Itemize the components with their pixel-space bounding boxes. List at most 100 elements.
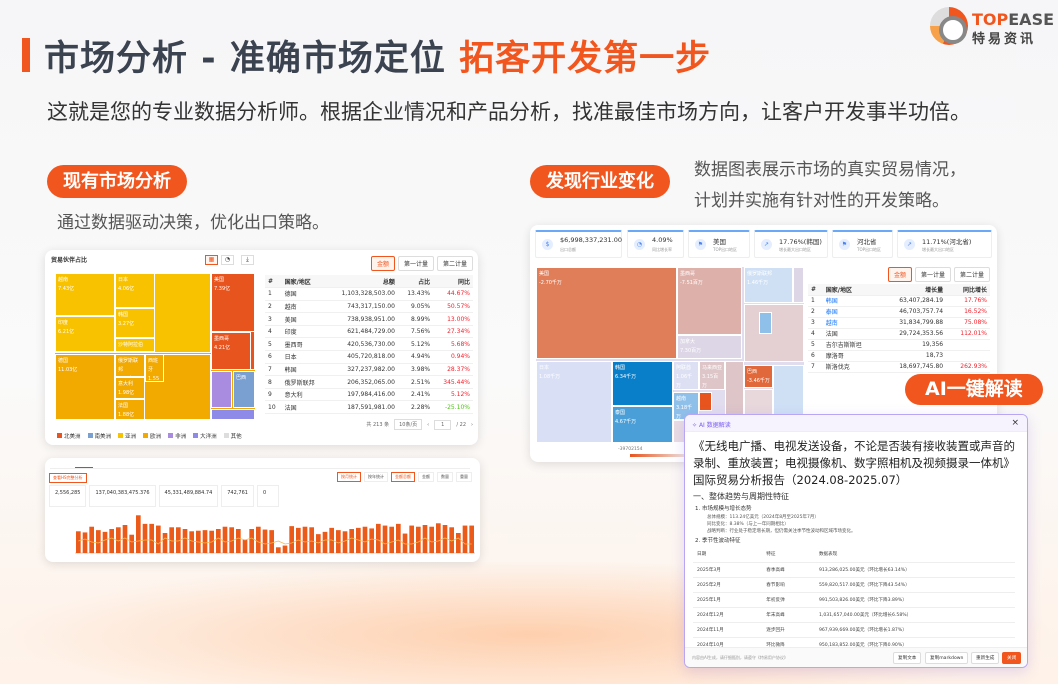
bar[interactable] <box>289 526 294 553</box>
bar[interactable] <box>102 531 108 553</box>
pie-view-icon[interactable]: ◔ <box>221 255 234 265</box>
table-row[interactable]: 7 韩国 327,237,982.00 3.98% 28.37% <box>265 363 473 377</box>
bar[interactable] <box>129 534 134 553</box>
page-input[interactable]: 1 <box>434 419 452 430</box>
treemap-cell[interactable]: 法国 1.88亿 <box>115 399 145 420</box>
bar[interactable] <box>442 525 448 553</box>
bar[interactable] <box>109 529 114 553</box>
trend-option-0[interactable]: 按月统计 <box>337 472 361 482</box>
regenerate-button[interactable]: 重新生成 <box>971 652 1000 664</box>
page-size-select[interactable]: 10条/页 <box>394 419 423 431</box>
bar[interactable] <box>382 525 388 553</box>
trend-option-4[interactable]: 数量 <box>437 472 453 482</box>
hs-analysis-button[interactable]: 查看HS完整分析 <box>49 473 87 483</box>
bar[interactable] <box>282 545 288 553</box>
tab-bar[interactable] <box>50 463 470 469</box>
toggle-0[interactable]: 金额 <box>370 256 395 271</box>
table-row[interactable]: 4 印度 621,484,729.00 7.56% 27.34% <box>265 325 473 339</box>
treemap-cell[interactable]: 巴西 -3.46千万 <box>744 365 773 388</box>
bar[interactable] <box>422 525 428 553</box>
bar[interactable] <box>362 526 368 553</box>
bar[interactable] <box>456 533 461 553</box>
bar[interactable] <box>182 529 188 553</box>
toggle-1[interactable]: 第一计量 <box>914 267 951 282</box>
treemap-cell[interactable]: 韩国 3.27亿 <box>115 308 155 338</box>
treemap-cell[interactable]: 加拿大 7.30百万 <box>677 335 742 359</box>
download-icon[interactable]: ⤓ <box>241 255 254 265</box>
toggle-2[interactable]: 第二计量 <box>436 256 473 271</box>
bar[interactable] <box>349 529 354 553</box>
table-row[interactable]: 1 德国 1,103,328,503.00 13.43% 44.67% <box>265 287 473 301</box>
prev-page-icon[interactable]: ‹ <box>427 421 430 428</box>
bar[interactable] <box>156 525 161 553</box>
bar[interactable] <box>122 525 128 553</box>
treemap-cell[interactable]: 意大利 1.98亿 <box>115 377 145 399</box>
bar[interactable] <box>82 532 88 553</box>
treemap-cell[interactable]: 西班牙 1.55亿 <box>145 354 164 382</box>
treemap-cell[interactable]: 越南 7.43亿 <box>55 273 115 316</box>
bar[interactable] <box>89 526 94 553</box>
bar[interactable] <box>436 523 441 553</box>
bar[interactable] <box>309 527 314 553</box>
treemap-cell[interactable] <box>793 267 804 303</box>
legend-item[interactable]: 北美洲 <box>57 432 81 440</box>
bar[interactable] <box>96 530 101 553</box>
next-page-icon[interactable]: › <box>471 421 473 428</box>
bar[interactable] <box>389 526 394 553</box>
treemap-cell[interactable] <box>699 392 712 411</box>
table-row[interactable]: 1 韩国 63,407,284.19 17.76% <box>808 295 990 307</box>
bar[interactable] <box>116 527 121 553</box>
treemap-cell[interactable]: 墨西哥 4.21亿 <box>211 332 251 370</box>
close-button[interactable]: 关闭 <box>1002 652 1022 664</box>
treemap-cell[interactable] <box>759 312 772 334</box>
table-row[interactable]: 3 美国 738,938,951.00 8.99% 13.00% <box>265 312 473 326</box>
table-row[interactable]: 2 越南 743,317,150.00 9.05% 50.57% <box>265 300 473 314</box>
legend-item[interactable]: 亚洲 <box>118 432 136 440</box>
bar[interactable] <box>356 527 361 553</box>
table-row[interactable]: 6 摩洛哥 18,73 <box>808 350 990 362</box>
bar[interactable] <box>202 530 208 553</box>
table-row[interactable]: 8 俄罗斯联邦 206,352,065.00 2.51% 345.44% <box>265 375 473 389</box>
bar[interactable] <box>222 526 228 553</box>
treemap-cell[interactable]: 沙特阿拉伯 <box>115 338 155 352</box>
bar[interactable] <box>276 547 281 553</box>
table-row[interactable]: 3 越南 31,834,799.88 75.08% <box>808 317 990 329</box>
bar[interactable] <box>449 527 454 553</box>
bar[interactable] <box>236 529 241 553</box>
bar[interactable] <box>429 526 434 553</box>
bar[interactable] <box>316 534 321 553</box>
bar[interactable] <box>336 530 341 553</box>
table-row[interactable]: 5 吉尔吉斯斯坦 19,356 <box>808 339 990 351</box>
bar[interactable] <box>142 523 148 553</box>
bar[interactable] <box>369 528 374 553</box>
bar[interactable] <box>189 531 194 553</box>
treemap-cell[interactable]: 日本 1.08千万 <box>536 361 612 443</box>
bar[interactable] <box>342 531 348 553</box>
trend-option-5[interactable]: 重量 <box>456 472 472 482</box>
treemap-cell[interactable]: 马来西亚 3.15百万 <box>699 361 725 390</box>
table-row[interactable]: 7 斯洛伐克 18,697,745.80 262.93% <box>808 361 990 373</box>
bar[interactable] <box>136 515 141 553</box>
bar[interactable] <box>149 523 154 553</box>
trend-option-3[interactable]: 金额 <box>418 472 434 482</box>
treemap-cell[interactable]: 日本 4.06亿 <box>115 273 155 308</box>
treemap-cell[interactable]: 阿联酋 1.06千万 <box>673 361 699 390</box>
treemap-cell[interactable]: 巴西 <box>233 371 255 408</box>
treemap-cell[interactable]: 美国 -2.70千万 <box>536 267 677 359</box>
treemap-cell[interactable]: 美国 7.39亿 <box>211 273 255 332</box>
bar[interactable] <box>469 525 474 553</box>
bar[interactable] <box>216 529 221 553</box>
bar[interactable] <box>269 530 274 553</box>
close-icon[interactable]: × <box>1011 418 1019 428</box>
bar[interactable] <box>322 531 328 553</box>
trend-option-1[interactable]: 按年统计 <box>364 472 388 482</box>
bar[interactable] <box>462 525 468 553</box>
treemap-cell[interactable]: 德国 11.03亿 <box>55 354 115 420</box>
table-row[interactable]: 6 日本 405,720,818.00 4.94% 0.94% <box>265 350 473 364</box>
bar[interactable] <box>416 526 421 553</box>
legend-item[interactable]: 大洋洲 <box>193 432 217 440</box>
bar[interactable] <box>249 529 254 553</box>
treemap-cell[interactable] <box>744 304 804 362</box>
treemap-view-icon[interactable]: ▦ <box>205 255 218 265</box>
bar[interactable] <box>76 531 81 553</box>
